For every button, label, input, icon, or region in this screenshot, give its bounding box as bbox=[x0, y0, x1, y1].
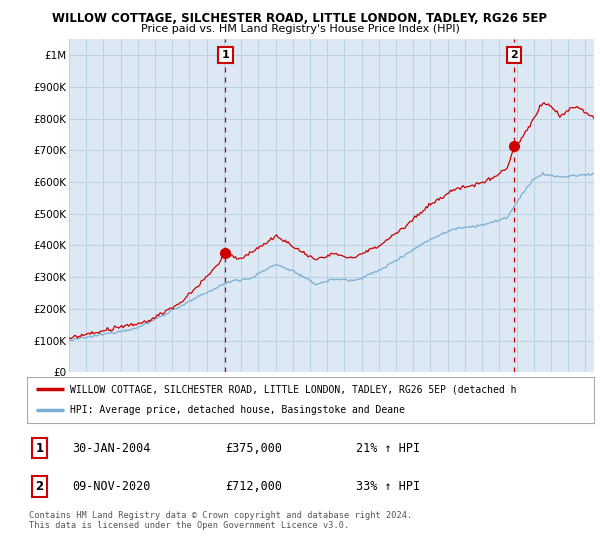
Text: WILLOW COTTAGE, SILCHESTER ROAD, LITTLE LONDON, TADLEY, RG26 5EP (detached h: WILLOW COTTAGE, SILCHESTER ROAD, LITTLE … bbox=[70, 384, 516, 394]
Text: HPI: Average price, detached house, Basingstoke and Deane: HPI: Average price, detached house, Basi… bbox=[70, 405, 404, 416]
Text: 33% ↑ HPI: 33% ↑ HPI bbox=[356, 480, 420, 493]
Text: 1: 1 bbox=[35, 442, 44, 455]
Text: 21% ↑ HPI: 21% ↑ HPI bbox=[356, 442, 420, 455]
Text: Price paid vs. HM Land Registry's House Price Index (HPI): Price paid vs. HM Land Registry's House … bbox=[140, 24, 460, 34]
Text: 2: 2 bbox=[35, 480, 44, 493]
Text: £375,000: £375,000 bbox=[226, 442, 283, 455]
Text: Contains HM Land Registry data © Crown copyright and database right 2024.
This d: Contains HM Land Registry data © Crown c… bbox=[29, 511, 412, 530]
Text: 2: 2 bbox=[510, 50, 518, 60]
Text: £712,000: £712,000 bbox=[226, 480, 283, 493]
Text: 1: 1 bbox=[221, 50, 229, 60]
Text: WILLOW COTTAGE, SILCHESTER ROAD, LITTLE LONDON, TADLEY, RG26 5EP: WILLOW COTTAGE, SILCHESTER ROAD, LITTLE … bbox=[53, 12, 548, 25]
Text: 09-NOV-2020: 09-NOV-2020 bbox=[73, 480, 151, 493]
Text: 30-JAN-2004: 30-JAN-2004 bbox=[73, 442, 151, 455]
